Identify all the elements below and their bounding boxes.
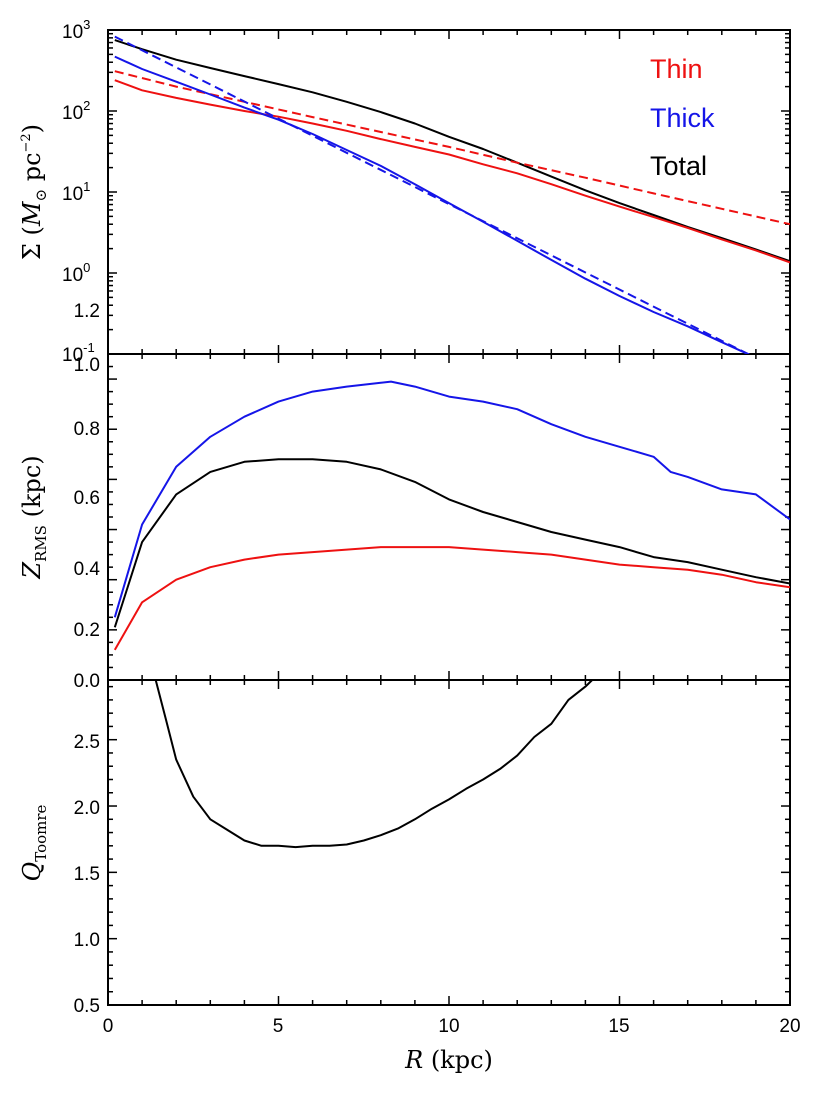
legend-total: Total xyxy=(650,151,707,181)
mid-ytick-label: 0.2 xyxy=(74,620,100,641)
top-series-total xyxy=(114,39,790,263)
xtick-label: 10 xyxy=(438,1016,459,1037)
top-ylabel: Σ (M⊙ pc−2) xyxy=(18,124,50,260)
legend-thick: Thick xyxy=(650,103,715,133)
xtick-label: 5 xyxy=(273,1016,284,1037)
bottom-series-q xyxy=(154,680,593,849)
xtick-label: 0 xyxy=(103,1016,114,1037)
middle-series-thick xyxy=(113,380,790,618)
bottom-ytick-label: 2.5 xyxy=(74,732,100,753)
mid-ytick-label: 0.0 xyxy=(74,671,100,692)
top-ytick-label-2: 102 xyxy=(62,98,90,124)
bottom-ytick-label: 1.5 xyxy=(74,864,100,885)
panel-middle-frame xyxy=(107,353,791,681)
bottom-ytick-label: 2.0 xyxy=(74,798,100,819)
bottom-ylabel: QToomre xyxy=(18,804,50,881)
top-ytick-label-0: 100 xyxy=(62,260,90,286)
top-series-thin-fit xyxy=(114,70,790,226)
middle-yticks-labels: 0.0 0.2 0.4 0.6 0.8 1.0 1.2 xyxy=(74,301,101,692)
top-yticks-labels: 103 102 101 100 10-1 xyxy=(62,17,95,366)
bottom-yticks-labels: 0.5 1.0 1.5 2.0 2.5 xyxy=(74,732,100,1017)
middle-ylabel: ZRMS (kpc) xyxy=(18,455,50,579)
bottom-ytick-label: 1.0 xyxy=(74,930,100,951)
legend-thin: Thin xyxy=(650,54,703,84)
middle-series-total xyxy=(113,458,790,628)
xtick-label: 15 xyxy=(608,1016,629,1037)
mid-ytick-label: 1.2 xyxy=(74,301,100,322)
bottom-ytick-label: 0.5 xyxy=(74,996,100,1017)
top-ytick-label-1: 101 xyxy=(62,179,90,205)
top-series-thin xyxy=(114,79,790,264)
middle-series-thin xyxy=(113,546,790,651)
mid-ytick-label: 0.4 xyxy=(74,559,101,580)
xlabel: R (kpc) xyxy=(404,1046,493,1074)
legend: Thin Thick Total xyxy=(650,54,715,181)
top-ytick-label-3: 103 xyxy=(62,17,90,43)
series-lines xyxy=(113,35,790,849)
top-ytick-label-m1: 10-1 xyxy=(62,340,95,366)
xtick-label: 20 xyxy=(779,1016,800,1037)
panel-bottom-frame xyxy=(107,679,791,1006)
axis-ticks xyxy=(107,30,791,1006)
xticks-labels: 0 5 10 15 20 xyxy=(103,1016,801,1037)
mid-ytick-label: 0.6 xyxy=(74,488,100,509)
mid-ytick-label: 0.8 xyxy=(74,419,100,440)
mid-ytick-label: 1.0 xyxy=(74,355,100,376)
top-series-thick xyxy=(114,55,751,354)
